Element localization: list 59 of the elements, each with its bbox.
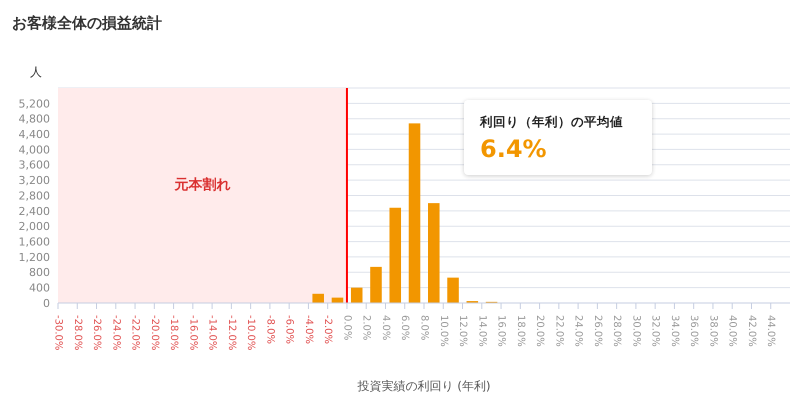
annotation: 利回り（年利）の平均値 [480,114,624,131]
y-tick-label: 1,200 [18,250,50,264]
y-axis-title: 人 [30,64,42,81]
x-tick-label: 0.0% [341,315,352,340]
x-tick-label: 24.0% [572,315,584,347]
x-tick-label: -8.0% [264,315,276,344]
x-tick-label: -20.0% [148,315,160,350]
x-tick-label: 34.0% [668,315,680,347]
x-tick-label: 28.0% [611,315,622,347]
chart-title: お客様全体の損益統計 [12,14,162,33]
x-tick-label: 32.0% [650,315,661,347]
x-tick-label: 10.0% [438,315,449,347]
x-tick-label: 38.0% [707,315,718,347]
x-tick-label: 22.0% [553,315,564,347]
x-tick-label: -24.0% [110,315,122,350]
x-tick-label: 36.0% [688,315,700,347]
x-tick-label: 44.0% [765,315,776,347]
y-tick-label: 3,200 [18,174,50,188]
x-tick-label: -4.0% [302,315,314,344]
x-axis-title: 投資実績の利回り (年利) [356,379,491,393]
y-tick-label: 5,200 [18,97,50,110]
y-tick-label: 2,000 [18,220,50,234]
y-tick-label: 2,400 [18,204,50,218]
x-tick-label: -28.0% [72,315,83,350]
y-tick-label: 4,000 [18,143,50,156]
y-tick-label: 3,600 [18,158,50,172]
summary-card: 利回り（年利）の平均値 6.4% [464,100,652,175]
x-tick-label: 18.0% [514,315,526,347]
x-tick-label: 40.0% [726,315,738,347]
x-tick-label: 42.0% [746,315,757,347]
x-tick-label: 16.0% [496,315,507,347]
x-tick-label: -6.0% [284,315,295,344]
x-tick-label: -14.0% [206,315,218,350]
y-tick-label: 400 [29,282,50,295]
x-tick-label: -10.0% [245,315,256,350]
band-label: 元本割れ [173,176,230,193]
x-tick-label: 12.0% [457,315,468,347]
y-tick-label: 4,400 [18,128,50,141]
x-tick-label: 8.0% [418,315,430,340]
x-tick-label: -2.0% [322,315,334,344]
x-tick-label: 6.0% [399,315,410,340]
y-tick-label: 2,800 [18,189,50,202]
y-tick-label: 1,600 [18,235,50,248]
x-tick-label: 20.0% [534,315,546,347]
x-tick-label: 30.0% [630,315,642,347]
x-tick-label: -18.0% [168,315,180,350]
y-tick-label: 4,800 [18,112,50,126]
y-tick-label: 0 [43,296,50,310]
x-tick-label: -16.0% [187,315,198,350]
x-tick-label: 2.0% [360,315,372,340]
x-tick-label: 26.0% [592,315,603,347]
y-tick-label: 800 [29,266,50,280]
x-tick-label: 4.0% [380,315,391,340]
x-tick-label: -22.0% [130,315,141,350]
x-tick-label: -30.0% [52,315,64,350]
x-tick-label: 14.0% [476,315,488,347]
x-tick-label: -26.0% [91,315,102,350]
x-tick-label: -12.0% [226,315,237,350]
annotation: 6.4% [480,135,548,163]
